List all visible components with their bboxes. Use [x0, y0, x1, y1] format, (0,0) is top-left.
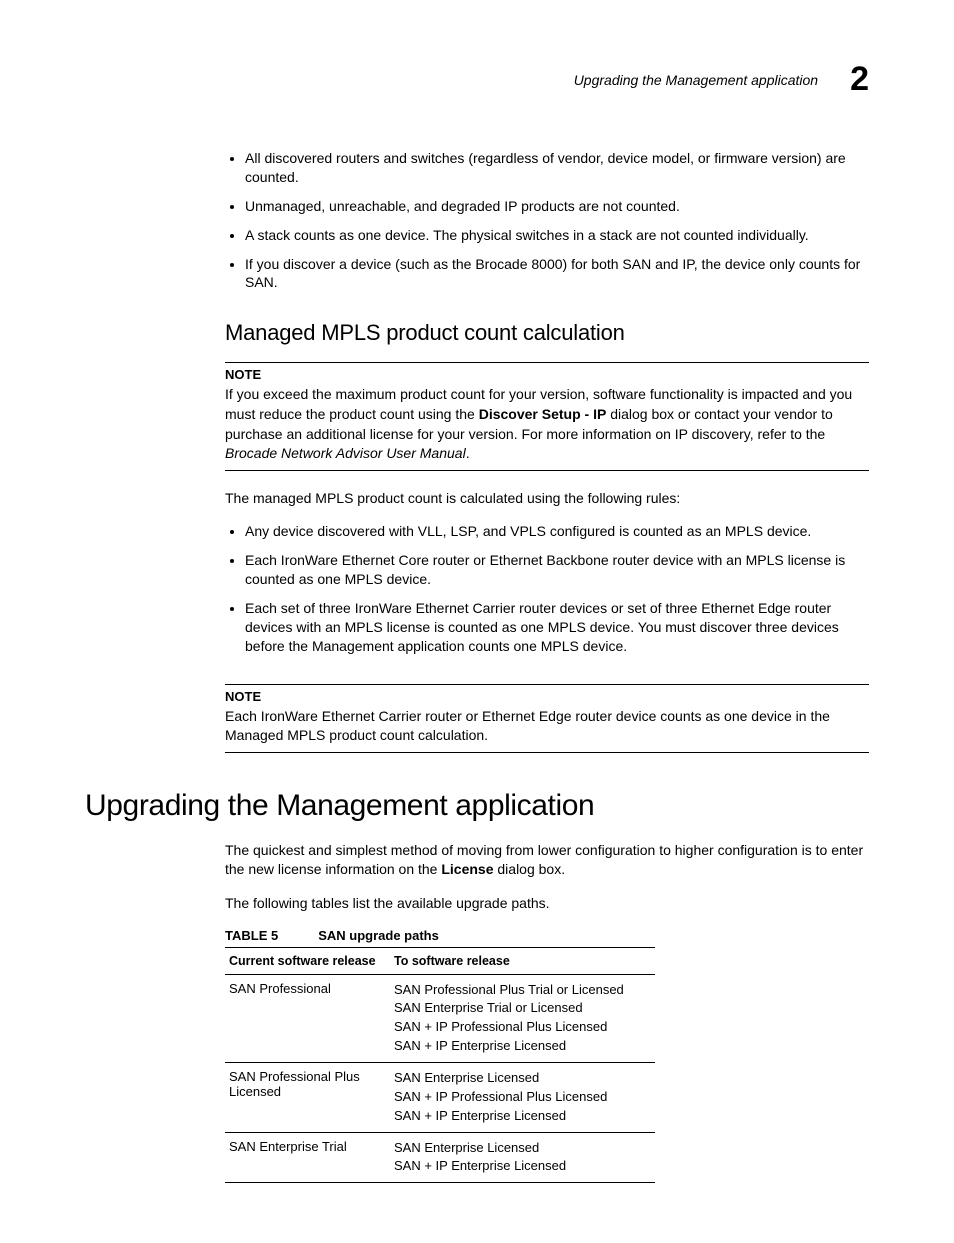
- to-line: SAN + IP Enterprise Licensed: [394, 1107, 649, 1126]
- note-block: NOTE If you exceed the maximum product c…: [225, 362, 869, 470]
- table-header-row: Current software release To software rel…: [225, 947, 655, 974]
- note-label: NOTE: [225, 684, 869, 704]
- p1-bold: License: [441, 861, 493, 877]
- to-line: SAN Professional Plus Trial or Licensed: [394, 981, 649, 1000]
- table-label: TABLE 5: [225, 928, 278, 943]
- table-header-cell: Current software release: [225, 947, 390, 974]
- list-item: Unmanaged, unreachable, and degraded IP …: [245, 197, 869, 216]
- upgrade-heading: Upgrading the Management application: [85, 789, 869, 823]
- list-item: If you discover a device (such as the Br…: [245, 255, 869, 293]
- table-cell-to: SAN Enterprise Licensed SAN + IP Enterpr…: [390, 1132, 655, 1183]
- to-line: SAN + IP Enterprise Licensed: [394, 1037, 649, 1056]
- upgrade-table: Current software release To software rel…: [225, 947, 655, 1184]
- mpls-bullet-list: Any device discovered with VLL, LSP, and…: [225, 522, 869, 655]
- content-block-upgrade: The quickest and simplest method of movi…: [225, 841, 869, 1183]
- to-line: SAN + IP Enterprise Licensed: [394, 1157, 649, 1176]
- to-line: SAN Enterprise Trial or Licensed: [394, 999, 649, 1018]
- upgrade-p2: The following tables list the available …: [225, 894, 869, 914]
- table-cell-to: SAN Professional Plus Trial or Licensed …: [390, 974, 655, 1062]
- chapter-number: 2: [850, 60, 869, 99]
- to-line: SAN + IP Professional Plus Licensed: [394, 1088, 649, 1107]
- note-body: If you exceed the maximum product count …: [225, 385, 869, 470]
- to-line: SAN Enterprise Licensed: [394, 1139, 649, 1158]
- table-row: SAN Professional SAN Professional Plus T…: [225, 974, 655, 1062]
- note-body: Each IronWare Ethernet Carrier router or…: [225, 707, 869, 753]
- note-text-after: .: [466, 445, 470, 461]
- note-text: Each IronWare Ethernet Carrier router or…: [225, 708, 830, 744]
- list-item: A stack counts as one device. The physic…: [245, 226, 869, 245]
- note-block: NOTE Each IronWare Ethernet Carrier rout…: [225, 684, 869, 753]
- intro-bullet-list: All discovered routers and switches (reg…: [225, 149, 869, 292]
- table-cell-from: SAN Professional: [225, 974, 390, 1062]
- table-row: SAN Professional Plus Licensed SAN Enter…: [225, 1063, 655, 1133]
- table-wrap: TABLE 5 SAN upgrade paths Current softwar…: [225, 928, 869, 1184]
- running-head-title: Upgrading the Management application: [574, 72, 818, 88]
- table-caption: TABLE 5 SAN upgrade paths: [225, 928, 869, 943]
- page: Upgrading the Management application 2 A…: [0, 0, 954, 1243]
- p1-post: dialog box.: [494, 861, 566, 877]
- table-cell-to: SAN Enterprise Licensed SAN + IP Profess…: [390, 1063, 655, 1133]
- mpls-intro: The managed MPLS product count is calcul…: [225, 489, 869, 509]
- content-block-top: All discovered routers and switches (reg…: [225, 149, 869, 753]
- table-cell-from: SAN Professional Plus Licensed: [225, 1063, 390, 1133]
- list-item: Each set of three IronWare Ethernet Carr…: [245, 599, 869, 656]
- list-item: Each IronWare Ethernet Core router or Et…: [245, 551, 869, 589]
- table-cell-from: SAN Enterprise Trial: [225, 1132, 390, 1183]
- upgrade-p1: The quickest and simplest method of movi…: [225, 841, 869, 880]
- to-line: SAN Enterprise Licensed: [394, 1069, 649, 1088]
- table-row: SAN Enterprise Trial SAN Enterprise Lice…: [225, 1132, 655, 1183]
- table-header-cell: To software release: [390, 947, 655, 974]
- note-label: NOTE: [225, 362, 869, 382]
- list-item: All discovered routers and switches (reg…: [245, 149, 869, 187]
- note-text-bold: Discover Setup - IP: [479, 406, 607, 422]
- list-item: Any device discovered with VLL, LSP, and…: [245, 522, 869, 541]
- mpls-heading: Managed MPLS product count calculation: [225, 320, 869, 346]
- note-text-ital: Brocade Network Advisor User Manual: [225, 445, 466, 461]
- table-title: SAN upgrade paths: [318, 928, 439, 943]
- running-head: Upgrading the Management application 2: [85, 60, 869, 99]
- to-line: SAN + IP Professional Plus Licensed: [394, 1018, 649, 1037]
